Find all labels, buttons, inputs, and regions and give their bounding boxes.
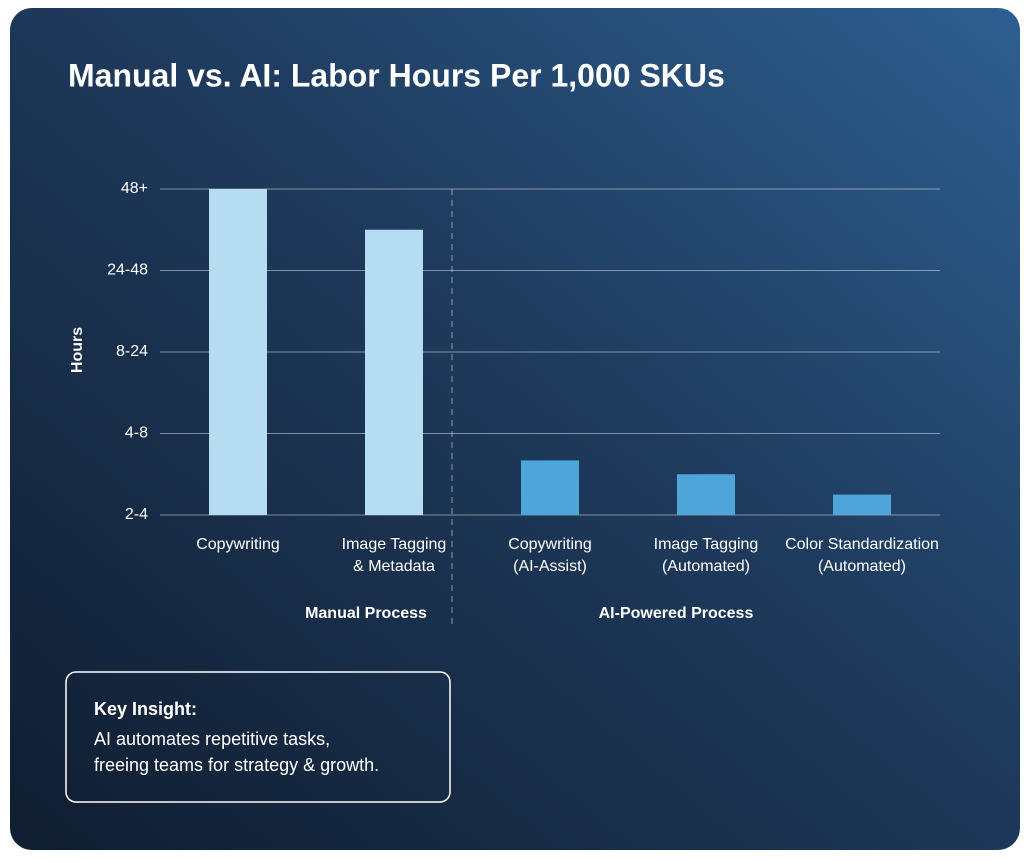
bar — [209, 189, 267, 515]
y-tick-label: 8-24 — [116, 343, 148, 360]
bar — [677, 474, 735, 515]
insight-line: freeing teams for strategy & growth. — [94, 755, 379, 775]
bar — [521, 460, 579, 515]
y-tick-label: 2-4 — [125, 506, 148, 523]
bar — [365, 229, 423, 515]
x-tick-label: Copywriting (AI-Assist) — [508, 536, 592, 575]
y-axis-label: Hours — [69, 327, 86, 373]
bar — [833, 494, 891, 515]
y-tick-label: 24-48 — [107, 262, 148, 279]
x-tick-label: Copywriting — [196, 536, 280, 553]
y-tick-label: 48+ — [121, 180, 148, 197]
card — [10, 8, 1020, 850]
insight-heading: Key Insight: — [94, 699, 197, 719]
group-label: Manual Process — [305, 605, 427, 622]
x-tick-label: Color Standardization (Automated) — [785, 536, 939, 575]
chart-title: Manual vs. AI: Labor Hours Per 1,000 SKU… — [68, 57, 725, 93]
y-tick-label: 4-8 — [125, 425, 148, 442]
insight-line: AI automates repetitive tasks, — [94, 729, 330, 749]
x-tick-label: Image Tagging (Automated) — [654, 536, 759, 575]
x-tick-label: Image Tagging & Metadata — [342, 536, 447, 575]
insight-box — [65, 671, 451, 803]
group-label: AI-Powered Process — [599, 605, 754, 622]
